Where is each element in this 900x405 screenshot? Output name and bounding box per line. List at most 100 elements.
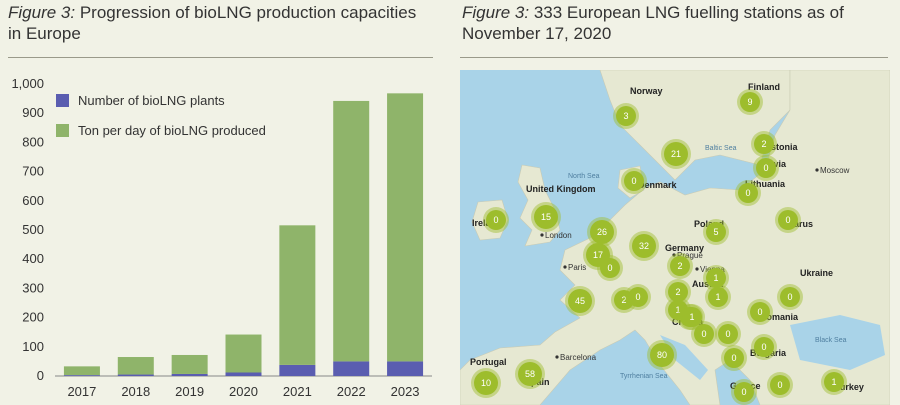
- x-tick-label: 2023: [391, 384, 420, 399]
- station-count: 0: [631, 176, 636, 186]
- station-marker[interactable]: [724, 348, 744, 368]
- station-marker[interactable]: [770, 375, 790, 395]
- station-count: 15: [541, 212, 551, 222]
- station-count: 5: [713, 227, 718, 237]
- map-sea-label: Black Sea: [815, 337, 847, 344]
- x-tick-label: 2018: [121, 384, 150, 399]
- y-tick-label: 0: [37, 368, 44, 383]
- station-count: 2: [621, 295, 626, 305]
- station-marker[interactable]: [590, 220, 614, 244]
- station-marker[interactable]: [734, 382, 754, 402]
- station-marker[interactable]: [778, 210, 798, 230]
- station-count: 0: [725, 329, 730, 339]
- map-country-label: Denmark: [638, 180, 678, 190]
- map-city-dot: [672, 253, 676, 257]
- bar-segment: [225, 372, 262, 376]
- station-count: 0: [757, 307, 762, 317]
- station-marker[interactable]: [740, 92, 760, 112]
- europe-map: NorwayFinlandEstoniaLatviaLithuaniaDenma…: [460, 70, 890, 405]
- bar-segment: [117, 357, 154, 375]
- station-count: 3: [623, 111, 628, 121]
- bar-segment: [333, 100, 370, 362]
- map-country-label: Poland: [694, 219, 724, 229]
- station-marker[interactable]: [750, 302, 770, 322]
- map-sea-label: Baltic Sea: [705, 145, 737, 152]
- station-marker[interactable]: [670, 256, 690, 276]
- station-marker[interactable]: [756, 158, 776, 178]
- legend-label: Ton per day of bioLNG produced: [78, 123, 266, 138]
- y-tick-label: 600: [22, 193, 44, 208]
- bar-chart: 0 100 200 300 400 500 600 700 800 900 1,000 2017 201…: [11, 76, 432, 399]
- station-count: 2: [675, 287, 680, 297]
- station-marker[interactable]: [568, 289, 592, 313]
- station-marker[interactable]: [824, 372, 844, 392]
- station-marker[interactable]: [534, 205, 558, 229]
- station-count: 0: [785, 215, 790, 225]
- station-count: 0: [787, 292, 792, 302]
- legend-swatch: [56, 94, 69, 107]
- station-count: 1: [831, 377, 836, 387]
- station-count: 1: [713, 273, 718, 283]
- station-marker[interactable]: [682, 307, 702, 327]
- station-marker[interactable]: [754, 134, 774, 154]
- map-city-dot: [695, 267, 699, 271]
- map-figure-label: Figure 3:: [462, 3, 530, 22]
- station-count: 0: [777, 380, 782, 390]
- station-marker[interactable]: [600, 258, 620, 278]
- station-marker[interactable]: [628, 287, 648, 307]
- bar-segment: [279, 364, 316, 376]
- bar-segment: [387, 93, 424, 362]
- station-marker[interactable]: [650, 343, 674, 367]
- station-marker[interactable]: [518, 362, 542, 386]
- station-marker[interactable]: [706, 268, 726, 288]
- station-count: 32: [639, 241, 649, 251]
- station-count: 0: [741, 387, 746, 397]
- station-count: 80: [657, 350, 667, 360]
- bar-segment: [171, 373, 208, 376]
- station-marker[interactable]: [718, 324, 738, 344]
- station-count: 1: [715, 292, 720, 302]
- water-black-sea: [790, 315, 885, 370]
- map-country-label: Estonia: [765, 142, 799, 152]
- station-marker[interactable]: [668, 282, 688, 302]
- map-country-label: Finland: [748, 82, 780, 92]
- station-count: 0: [761, 342, 766, 352]
- chart-title-text: Progression of bioLNG production capacit…: [8, 3, 417, 43]
- map-country-label: Lithuania: [745, 179, 786, 189]
- map-country-label: Germany: [665, 243, 704, 253]
- map-country-label: Portugal: [470, 357, 507, 367]
- station-count: 17: [593, 250, 603, 260]
- station-count: 10: [481, 378, 491, 388]
- station-marker[interactable]: [708, 287, 728, 307]
- station-count: 0: [607, 263, 612, 273]
- station-marker[interactable]: [780, 287, 800, 307]
- land-mainland: [460, 70, 890, 405]
- map-country-label: United Kingdom: [526, 184, 596, 194]
- y-tick-label: 700: [22, 164, 44, 179]
- station-marker[interactable]: [474, 371, 498, 395]
- station-count: 1: [675, 305, 680, 315]
- station-marker[interactable]: [486, 210, 506, 230]
- station-marker[interactable]: [694, 324, 714, 344]
- bar-segment: [333, 361, 370, 376]
- bar-segment: [387, 361, 424, 376]
- bar-segment: [171, 354, 208, 374]
- station-marker[interactable]: [706, 222, 726, 242]
- bar-segment: [63, 375, 100, 376]
- chart-figure-label: Figure 3:: [8, 3, 76, 22]
- x-tick-label: 2020: [229, 384, 258, 399]
- station-marker[interactable]: [664, 142, 688, 166]
- map-country-label: Norway: [630, 86, 663, 96]
- chart-panel: Figure 3: Progression of bioLNG producti…: [0, 0, 440, 405]
- station-marker[interactable]: [616, 106, 636, 126]
- station-marker[interactable]: [738, 183, 758, 203]
- legend-label: Number of bioLNG plants: [78, 93, 225, 108]
- map-city-label: Moscow: [820, 166, 850, 175]
- y-tick-label: 100: [22, 339, 44, 354]
- station-marker[interactable]: [632, 234, 656, 258]
- station-marker[interactable]: [624, 171, 644, 191]
- station-marker[interactable]: [754, 337, 774, 357]
- map-city-label: Paris: [568, 263, 586, 272]
- map-country-label: Romania: [760, 312, 799, 322]
- bar-segment: [117, 374, 154, 376]
